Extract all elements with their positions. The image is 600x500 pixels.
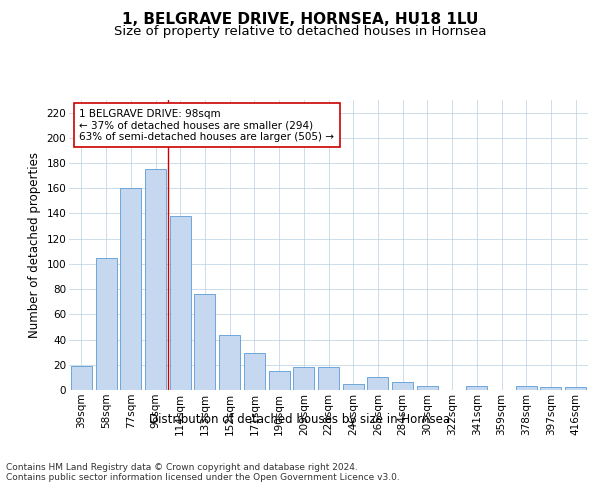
Bar — [71, 366, 92, 390]
Bar — [466, 386, 487, 390]
Bar — [293, 368, 314, 390]
Bar — [367, 378, 388, 390]
Bar — [541, 388, 562, 390]
Bar — [194, 294, 215, 390]
Bar — [244, 354, 265, 390]
Bar — [392, 382, 413, 390]
Bar — [170, 216, 191, 390]
Bar — [343, 384, 364, 390]
Bar — [565, 388, 586, 390]
Bar — [95, 258, 116, 390]
Text: Size of property relative to detached houses in Hornsea: Size of property relative to detached ho… — [114, 25, 486, 38]
Y-axis label: Number of detached properties: Number of detached properties — [28, 152, 41, 338]
Bar — [318, 368, 339, 390]
Text: Contains HM Land Registry data © Crown copyright and database right 2024.
Contai: Contains HM Land Registry data © Crown c… — [6, 462, 400, 482]
Bar — [516, 386, 537, 390]
Text: Distribution of detached houses by size in Hornsea: Distribution of detached houses by size … — [149, 412, 451, 426]
Bar — [219, 334, 240, 390]
Bar — [269, 371, 290, 390]
Text: 1 BELGRAVE DRIVE: 98sqm
← 37% of detached houses are smaller (294)
63% of semi-d: 1 BELGRAVE DRIVE: 98sqm ← 37% of detache… — [79, 108, 334, 142]
Bar — [417, 386, 438, 390]
Bar — [120, 188, 141, 390]
Text: 1, BELGRAVE DRIVE, HORNSEA, HU18 1LU: 1, BELGRAVE DRIVE, HORNSEA, HU18 1LU — [122, 12, 478, 28]
Bar — [145, 170, 166, 390]
